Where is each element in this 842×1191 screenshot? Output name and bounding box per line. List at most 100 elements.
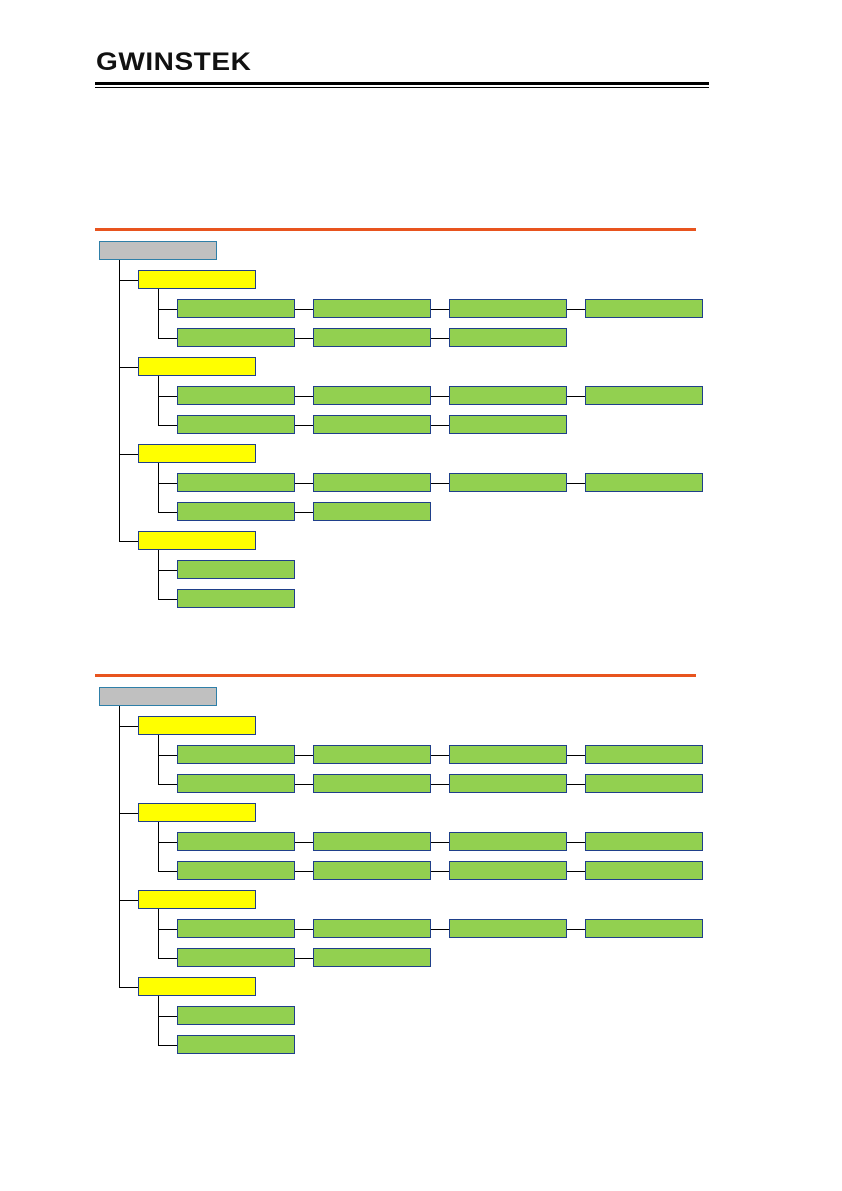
leaf-node xyxy=(177,919,295,938)
connector-line xyxy=(295,783,313,785)
leaf-node xyxy=(177,328,295,347)
leaf-node xyxy=(313,386,431,405)
leaf-node xyxy=(313,861,431,880)
leaf-node xyxy=(449,774,567,793)
connector-line xyxy=(158,550,159,599)
leaf-node xyxy=(177,415,295,434)
category-node xyxy=(138,890,256,909)
leaf-node xyxy=(313,745,431,764)
connector-line xyxy=(295,395,313,397)
leaf-node xyxy=(449,328,567,347)
connector-line xyxy=(119,812,138,814)
connector-line xyxy=(567,841,585,843)
connector-line xyxy=(431,928,449,930)
leaf-node xyxy=(313,832,431,851)
leaf-node xyxy=(177,560,295,579)
leaf-node xyxy=(585,473,703,492)
connector-line xyxy=(295,482,313,484)
connector-line xyxy=(158,735,159,784)
leaf-node xyxy=(449,415,567,434)
leaf-node xyxy=(177,745,295,764)
gwinstek-logo: GWINSTEK xyxy=(96,48,252,76)
leaf-node xyxy=(313,502,431,521)
leaf-node xyxy=(449,832,567,851)
connector-line xyxy=(158,337,177,339)
connector-line xyxy=(158,1044,177,1046)
connector-line xyxy=(567,395,585,397)
connector-line xyxy=(158,870,177,872)
leaf-node xyxy=(585,774,703,793)
leaf-node xyxy=(449,299,567,318)
connector-line xyxy=(158,482,177,484)
leaf-node xyxy=(177,1035,295,1054)
connector-line xyxy=(158,376,159,425)
connector-line xyxy=(567,308,585,310)
connector-line xyxy=(119,366,138,368)
connector-line xyxy=(158,909,159,958)
connector-line xyxy=(431,783,449,785)
connector-line xyxy=(119,279,138,281)
connector-line xyxy=(431,424,449,426)
connector-line xyxy=(295,308,313,310)
header-rule xyxy=(95,82,709,88)
leaf-node xyxy=(313,774,431,793)
root-node xyxy=(99,687,217,706)
root-node xyxy=(99,241,217,260)
connector-line xyxy=(567,783,585,785)
connector-line xyxy=(295,957,313,959)
leaf-node xyxy=(313,299,431,318)
connector-line xyxy=(567,928,585,930)
connector-line xyxy=(295,841,313,843)
connector-line xyxy=(119,540,138,542)
connector-line xyxy=(158,822,159,871)
connector-line xyxy=(158,289,159,338)
leaf-node xyxy=(177,386,295,405)
connector-line xyxy=(295,870,313,872)
connector-line xyxy=(119,899,138,901)
connector-line xyxy=(567,754,585,756)
leaf-node xyxy=(313,473,431,492)
connector-line xyxy=(119,453,138,455)
category-node xyxy=(138,270,256,289)
leaf-node xyxy=(177,861,295,880)
connector-line xyxy=(567,482,585,484)
leaf-node xyxy=(313,415,431,434)
leaf-node xyxy=(449,919,567,938)
leaf-node xyxy=(177,948,295,967)
leaf-node xyxy=(585,386,703,405)
leaf-node xyxy=(585,861,703,880)
connector-line xyxy=(158,569,177,571)
leaf-node xyxy=(177,502,295,521)
section-rule xyxy=(95,674,696,677)
leaf-node xyxy=(177,832,295,851)
category-node xyxy=(138,357,256,376)
connector-line xyxy=(158,754,177,756)
leaf-node xyxy=(177,299,295,318)
leaf-node xyxy=(585,832,703,851)
connector-line xyxy=(119,725,138,727)
connector-line xyxy=(158,424,177,426)
connector-line xyxy=(295,337,313,339)
connector-line xyxy=(431,482,449,484)
section-rule xyxy=(95,228,696,231)
category-node xyxy=(138,444,256,463)
leaf-node xyxy=(449,386,567,405)
leaf-node xyxy=(313,948,431,967)
leaf-node xyxy=(177,473,295,492)
leaf-node xyxy=(449,745,567,764)
connector-line xyxy=(295,511,313,513)
connector-line xyxy=(295,424,313,426)
leaf-node xyxy=(177,1006,295,1025)
connector-line xyxy=(431,337,449,339)
connector-line xyxy=(119,986,138,988)
connector-line xyxy=(158,783,177,785)
leaf-node xyxy=(449,861,567,880)
connector-line xyxy=(158,841,177,843)
connector-line xyxy=(295,928,313,930)
connector-line xyxy=(119,260,120,541)
leaf-node xyxy=(585,745,703,764)
leaf-node xyxy=(313,919,431,938)
connector-line xyxy=(158,463,159,512)
connector-line xyxy=(431,308,449,310)
connector-line xyxy=(158,996,159,1045)
